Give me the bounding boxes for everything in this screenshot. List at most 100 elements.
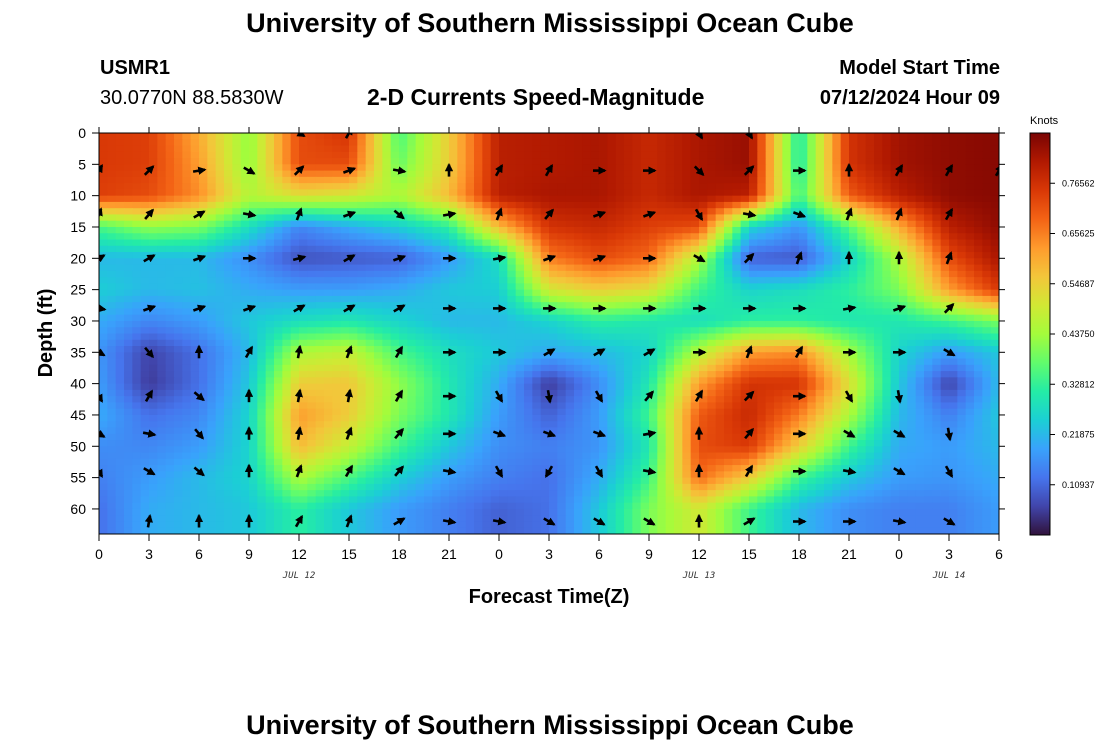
heatmap-cell [557,245,567,253]
heatmap-cell [207,252,217,259]
heatmap-cell [774,352,783,360]
heatmap-cell [665,270,675,278]
heatmap-cell [307,408,317,416]
heatmap-cell [182,214,192,222]
heatmap-cell [765,183,775,190]
heatmap-cell [590,283,600,291]
heatmap-cell [665,183,675,190]
heatmap-cell [890,371,900,378]
heatmap-cell [140,208,150,216]
heatmap-cell [640,414,650,422]
heatmap-cell [149,377,158,385]
heatmap-cell [157,214,167,222]
heatmap-cell [382,139,392,147]
heatmap-cell [707,314,717,322]
heatmap-cell [957,239,967,247]
heatmap-cell [407,208,417,216]
heatmap-cell [615,252,625,259]
heatmap-cell [274,245,283,253]
heatmap-cell [315,414,325,422]
heatmap-cell [532,214,542,222]
heatmap-cell [115,389,125,397]
heatmap-cell [807,283,817,291]
heatmap-cell [332,239,342,247]
heatmap-cell [699,151,708,159]
heatmap-cell [265,414,275,422]
heatmap-cell [815,233,825,241]
heatmap-cell [365,139,375,147]
heatmap-cell [340,264,350,272]
heatmap-cell [615,158,625,165]
heatmap-cell [240,233,250,241]
heatmap-cell [624,302,633,310]
heatmap-cell [890,402,900,410]
heatmap-cell [957,289,967,297]
heatmap-cell [824,352,833,360]
heatmap-cell [490,214,500,222]
heatmap-cell [282,201,292,209]
heatmap-cell [682,327,692,335]
heatmap-cell [440,133,450,140]
heatmap-cell [832,139,842,147]
heatmap-cell [374,396,383,404]
heatmap-cell [740,164,750,172]
heatmap-cell [432,258,442,266]
heatmap-cell [324,333,333,341]
heatmap-cell [799,402,808,410]
heatmap-cell [965,189,975,197]
heatmap-cell [507,133,517,140]
heatmap-cell [182,320,192,328]
heatmap-cell [332,176,342,184]
heatmap-cell [882,408,892,416]
heatmap-cell [524,408,533,416]
heatmap-cell [899,402,908,410]
heatmap-cell [599,333,608,341]
heatmap-cell [415,289,425,297]
heatmap-cell [774,339,783,347]
heatmap-cell [482,220,492,228]
heatmap-cell [207,377,217,385]
heatmap-cell [490,371,500,378]
heatmap-cell [332,371,342,378]
heatmap-cell [907,258,917,266]
heatmap-cell [707,277,717,284]
heatmap-cell [715,164,725,172]
heatmap-cell [782,214,792,222]
heatmap-cell [340,176,350,184]
heatmap-cell [440,189,450,197]
heatmap-cell [340,352,350,360]
heatmap-cell [849,170,858,178]
heatmap-cell [649,264,658,272]
heatmap-cell [507,408,517,416]
heatmap-cell [465,252,475,259]
heatmap-cell [624,383,633,391]
heatmap-cell [915,346,925,353]
heatmap-cell [124,302,133,310]
heatmap-cell [449,176,458,184]
heatmap-cell [340,170,350,178]
heatmap-cell [915,283,925,291]
heatmap-cell [665,220,675,228]
heatmap-cell [682,201,692,209]
heatmap-cell [399,308,408,316]
heatmap-cell [590,233,600,241]
heatmap-cell [990,226,999,234]
heatmap-cell [132,396,142,404]
heatmap-cell [515,252,525,259]
heatmap-cell [632,214,642,222]
heatmap-cell [849,183,858,190]
heatmap-cell [624,408,633,416]
heatmap-cell [799,352,808,360]
heatmap-cell [324,170,333,178]
heatmap-cell [615,233,625,241]
heatmap-cell [224,389,233,397]
heatmap-cell [382,158,392,165]
heatmap-cell [974,145,983,153]
heatmap-cell [774,158,783,165]
heatmap-cell [365,164,375,172]
heatmap-cell [340,396,350,404]
heatmap-cell [832,258,842,266]
heatmap-cell [307,214,317,222]
heatmap-cell [432,133,442,140]
heatmap-cell [707,414,717,422]
